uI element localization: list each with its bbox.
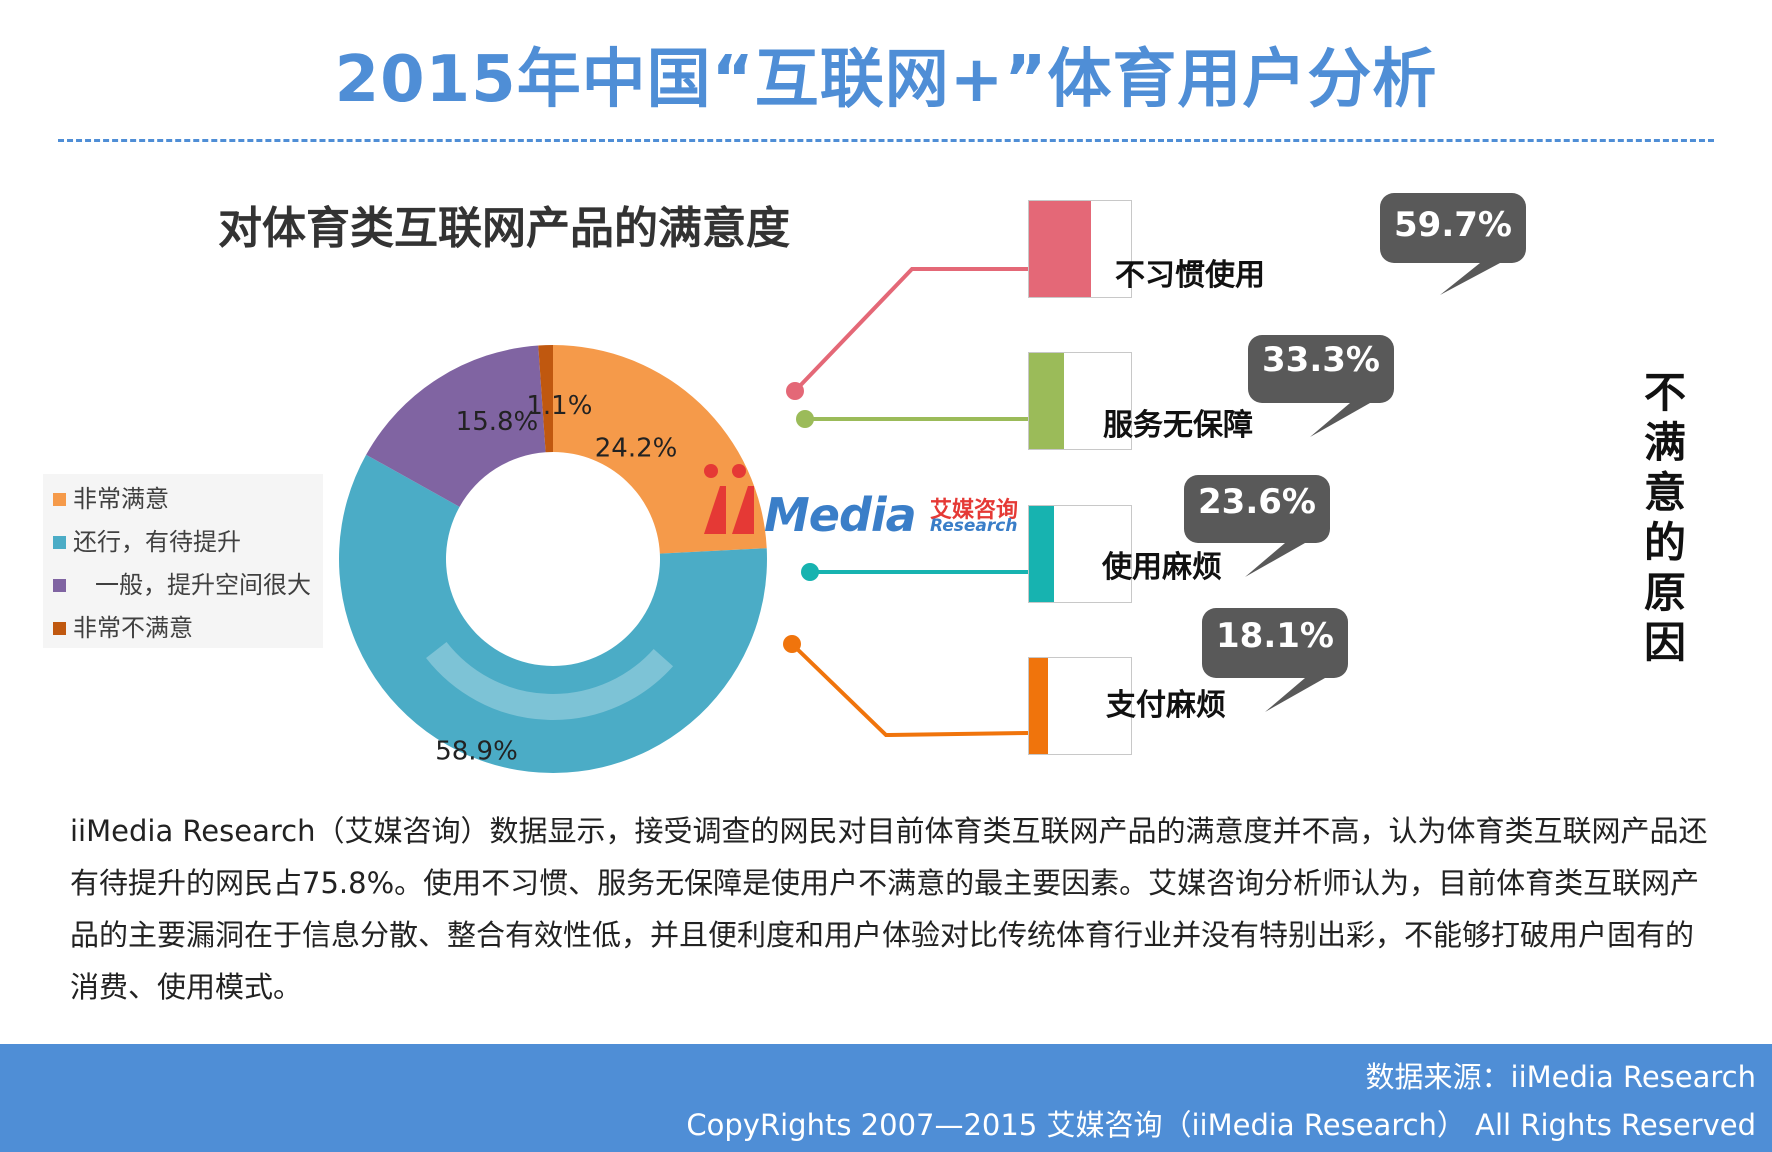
donut-slice-label: 1.1%	[526, 391, 592, 421]
reason-label: 不习惯使用	[1115, 258, 1265, 293]
speech-bubble	[1184, 475, 1330, 543]
reason-label: 使用麻烦	[1102, 550, 1222, 585]
reason-bar	[1029, 353, 1064, 449]
speech-bubble-tail	[1310, 403, 1370, 437]
reason-label: 支付麻烦	[1106, 688, 1226, 723]
legend-item-very-satisfied: 非常满意	[43, 478, 323, 521]
footer-source: 数据来源：iiMedia Research	[1365, 1060, 1756, 1094]
reason-bar-box	[1028, 200, 1132, 298]
donut-slice-label: 24.2%	[595, 434, 678, 464]
legend-item-very-unsatisfied: 非常不满意	[43, 607, 323, 650]
reason-label: 服务无保障	[1103, 408, 1253, 443]
donut-slice-label: 15.8%	[456, 407, 539, 437]
donut-slice	[366, 345, 546, 507]
donut-slice	[538, 345, 553, 453]
speech-bubble-tail	[1265, 678, 1325, 712]
donut-chart-title: 对体育类互联网产品的满意度	[218, 203, 790, 254]
description-paragraph: iiMedia Research（艾媒咨询）数据显示，接受调查的网民对目前体育类…	[70, 814, 1708, 1004]
iimedia-logo: Media 艾媒咨询 Research	[700, 462, 1020, 542]
page-title: 2015年中国“互联网+”体育用户分析	[334, 43, 1438, 117]
reason-value-label: 18.1%	[1216, 616, 1334, 656]
reason-bar	[1029, 506, 1054, 602]
reason-bar-box	[1028, 657, 1132, 755]
reason-connectors	[783, 267, 1029, 738]
legend-label: 一般，提升空间很大	[95, 571, 311, 599]
iimedia-logo-research: Research	[930, 516, 1018, 536]
legend-swatch	[53, 622, 66, 635]
reason-bar	[1029, 658, 1048, 754]
reason-value-label: 23.6%	[1198, 482, 1316, 522]
title-divider	[58, 139, 1714, 142]
side-label-unsatisfied-reasons: 不满意的原因	[1643, 368, 1686, 667]
donut-chart: 24.2% 58.9% 15.8%1.1%	[339, 345, 767, 774]
reason-value-label: 33.3%	[1262, 340, 1380, 380]
speech-bubble-tail	[1440, 263, 1500, 295]
reason-connector-dot	[786, 382, 804, 400]
speech-bubble	[1380, 193, 1526, 263]
legend-swatch	[53, 579, 66, 592]
legend-swatch	[53, 493, 66, 506]
speech-bubble	[1202, 608, 1348, 678]
legend-label: 还行，有待提升	[73, 528, 241, 556]
donut-slice	[553, 345, 767, 554]
footer-copyright: CopyRights 2007—2015 艾媒咨询（iiMedia Resear…	[686, 1108, 1756, 1142]
iimedia-logo-cn: 艾媒咨询	[930, 498, 1019, 523]
reason-connector-line	[790, 642, 1029, 738]
reason-bar	[1029, 201, 1091, 297]
footer-bar: 数据来源：iiMedia Research CopyRights 2007—20…	[0, 1044, 1772, 1152]
reason-bar-box	[1028, 352, 1132, 450]
iimedia-logo-wordmark: Media	[764, 488, 917, 542]
legend-label: 非常满意	[73, 485, 169, 513]
donut-slice-label: 58.9%	[435, 736, 518, 766]
reason-value-label: 59.7%	[1394, 205, 1512, 245]
donut-sheen	[426, 641, 674, 720]
reason-connector-line	[793, 267, 1028, 393]
reason-bubbles	[1184, 193, 1526, 712]
legend-item-okay: 还行，有待提升	[43, 521, 323, 564]
reason-connector-dot	[783, 635, 801, 653]
donut-legend: 非常满意 还行，有待提升 一般，提升空间很大 非常不满意	[43, 474, 323, 648]
iimedia-logo-mark	[704, 464, 754, 534]
speech-bubble-tail	[1245, 543, 1305, 577]
reason-bar-box	[1028, 505, 1132, 603]
speech-bubble	[1248, 335, 1394, 403]
legend-label: 非常不满意	[73, 614, 193, 642]
legend-swatch	[53, 536, 66, 549]
donut-slice	[339, 454, 767, 774]
reason-connector-dot	[801, 563, 819, 581]
legend-item-average: 一般，提升空间很大	[43, 564, 323, 607]
reason-connector-dot	[796, 410, 814, 428]
